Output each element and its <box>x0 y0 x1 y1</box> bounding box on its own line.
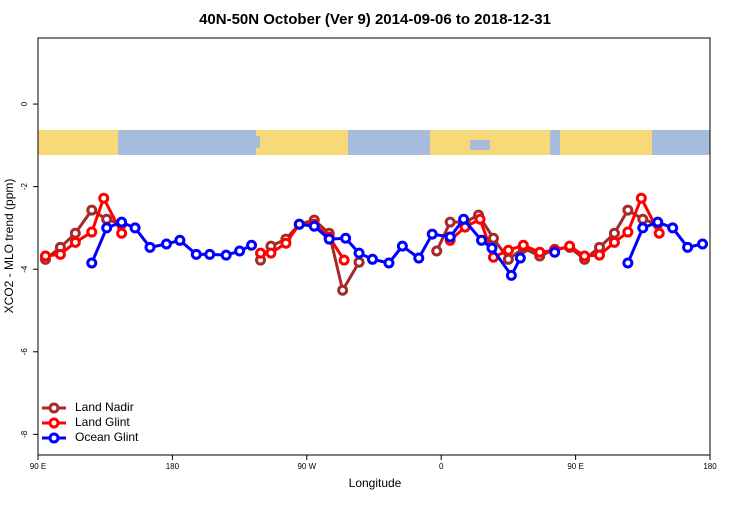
series-point <box>635 192 647 204</box>
series-point <box>129 222 141 234</box>
land-band <box>560 130 652 155</box>
series-point <box>579 250 591 262</box>
x-tick-label: 90 E <box>30 462 46 471</box>
x-tick-label: 180 <box>703 462 717 471</box>
series-point <box>431 245 443 257</box>
series-point <box>514 252 526 264</box>
y-tick-label: -4 <box>20 265 29 273</box>
y-tick-label: -2 <box>20 183 29 191</box>
legend-marker <box>48 432 60 444</box>
series-point <box>534 246 546 258</box>
series-point <box>86 257 98 269</box>
series-point <box>340 232 352 244</box>
series-point <box>338 254 350 266</box>
series-point <box>69 227 81 239</box>
series-point <box>353 247 365 259</box>
series-point <box>502 244 514 256</box>
ocean-band <box>470 140 490 150</box>
series-point <box>608 227 620 239</box>
series-point <box>86 226 98 238</box>
series-point <box>426 228 438 240</box>
series-point <box>293 218 305 230</box>
series-point <box>246 239 258 251</box>
x-tick-label: 0 <box>439 462 444 471</box>
series-point <box>204 248 216 260</box>
map-strip <box>38 130 710 155</box>
y-tick-label: -8 <box>20 430 29 438</box>
series-point <box>144 241 156 253</box>
series-point <box>174 234 186 246</box>
series-point <box>323 233 335 245</box>
series-point <box>486 242 498 254</box>
y-tick-label: 0 <box>20 101 29 106</box>
series-point <box>413 252 425 264</box>
series-point <box>549 246 561 258</box>
ocean-band <box>250 136 260 148</box>
x-tick-label: 90 W <box>297 462 316 471</box>
series-point <box>608 236 620 248</box>
series-point <box>116 216 128 228</box>
series-point <box>652 216 664 228</box>
land-band <box>256 130 348 155</box>
plot-frame <box>37 37 711 456</box>
series-point <box>697 238 709 250</box>
series-point <box>622 204 634 216</box>
series-point <box>622 226 634 238</box>
legend-label: Ocean Glint <box>75 430 139 444</box>
series-point <box>101 213 113 225</box>
series-point <box>564 240 576 252</box>
series-point <box>458 213 470 225</box>
series-point <box>353 256 365 268</box>
x-tick-label: 180 <box>166 462 180 471</box>
series-point <box>474 213 486 225</box>
land-band <box>38 130 118 155</box>
series-point <box>637 213 649 225</box>
series-point <box>308 220 320 232</box>
series-point <box>667 222 679 234</box>
series-line <box>299 216 522 279</box>
series-point <box>444 216 456 228</box>
series-point <box>653 227 665 239</box>
series-point <box>517 239 529 251</box>
series-point <box>444 231 456 243</box>
series-point <box>54 248 66 260</box>
x-axis-label: Longitude <box>349 476 402 490</box>
series-point <box>220 249 232 261</box>
series-point <box>383 257 395 269</box>
legend-label: Land Glint <box>75 415 130 429</box>
y-axis-label: XCO2 - MLO trend (ppm) <box>2 179 16 314</box>
y-tick-label: -6 <box>20 348 29 356</box>
series-point <box>234 245 246 257</box>
series-point <box>101 222 113 234</box>
series-point <box>502 253 514 265</box>
series-point <box>255 247 267 259</box>
series-point <box>505 269 517 281</box>
series-point <box>160 238 172 250</box>
series-point <box>190 248 202 260</box>
series-point <box>593 249 605 261</box>
series-point <box>396 240 408 252</box>
series-point <box>487 232 499 244</box>
series-point <box>98 192 110 204</box>
series-point <box>476 234 488 246</box>
series-point <box>265 247 277 259</box>
series-point <box>69 236 81 248</box>
legend-marker <box>48 402 60 414</box>
series-point <box>682 241 694 253</box>
series-point <box>86 204 98 216</box>
legend-marker <box>48 417 60 429</box>
series-point <box>622 257 634 269</box>
legend-label: Land Nadir <box>75 400 134 414</box>
series-point <box>337 284 349 296</box>
series-point <box>637 222 649 234</box>
series-point <box>39 250 51 262</box>
x-tick-label: 90 E <box>567 462 583 471</box>
series-point <box>367 253 379 265</box>
series-point <box>280 237 292 249</box>
series-point <box>116 227 128 239</box>
chart-title: 40N-50N October (Ver 9) 2014-09-06 to 20… <box>199 11 551 28</box>
